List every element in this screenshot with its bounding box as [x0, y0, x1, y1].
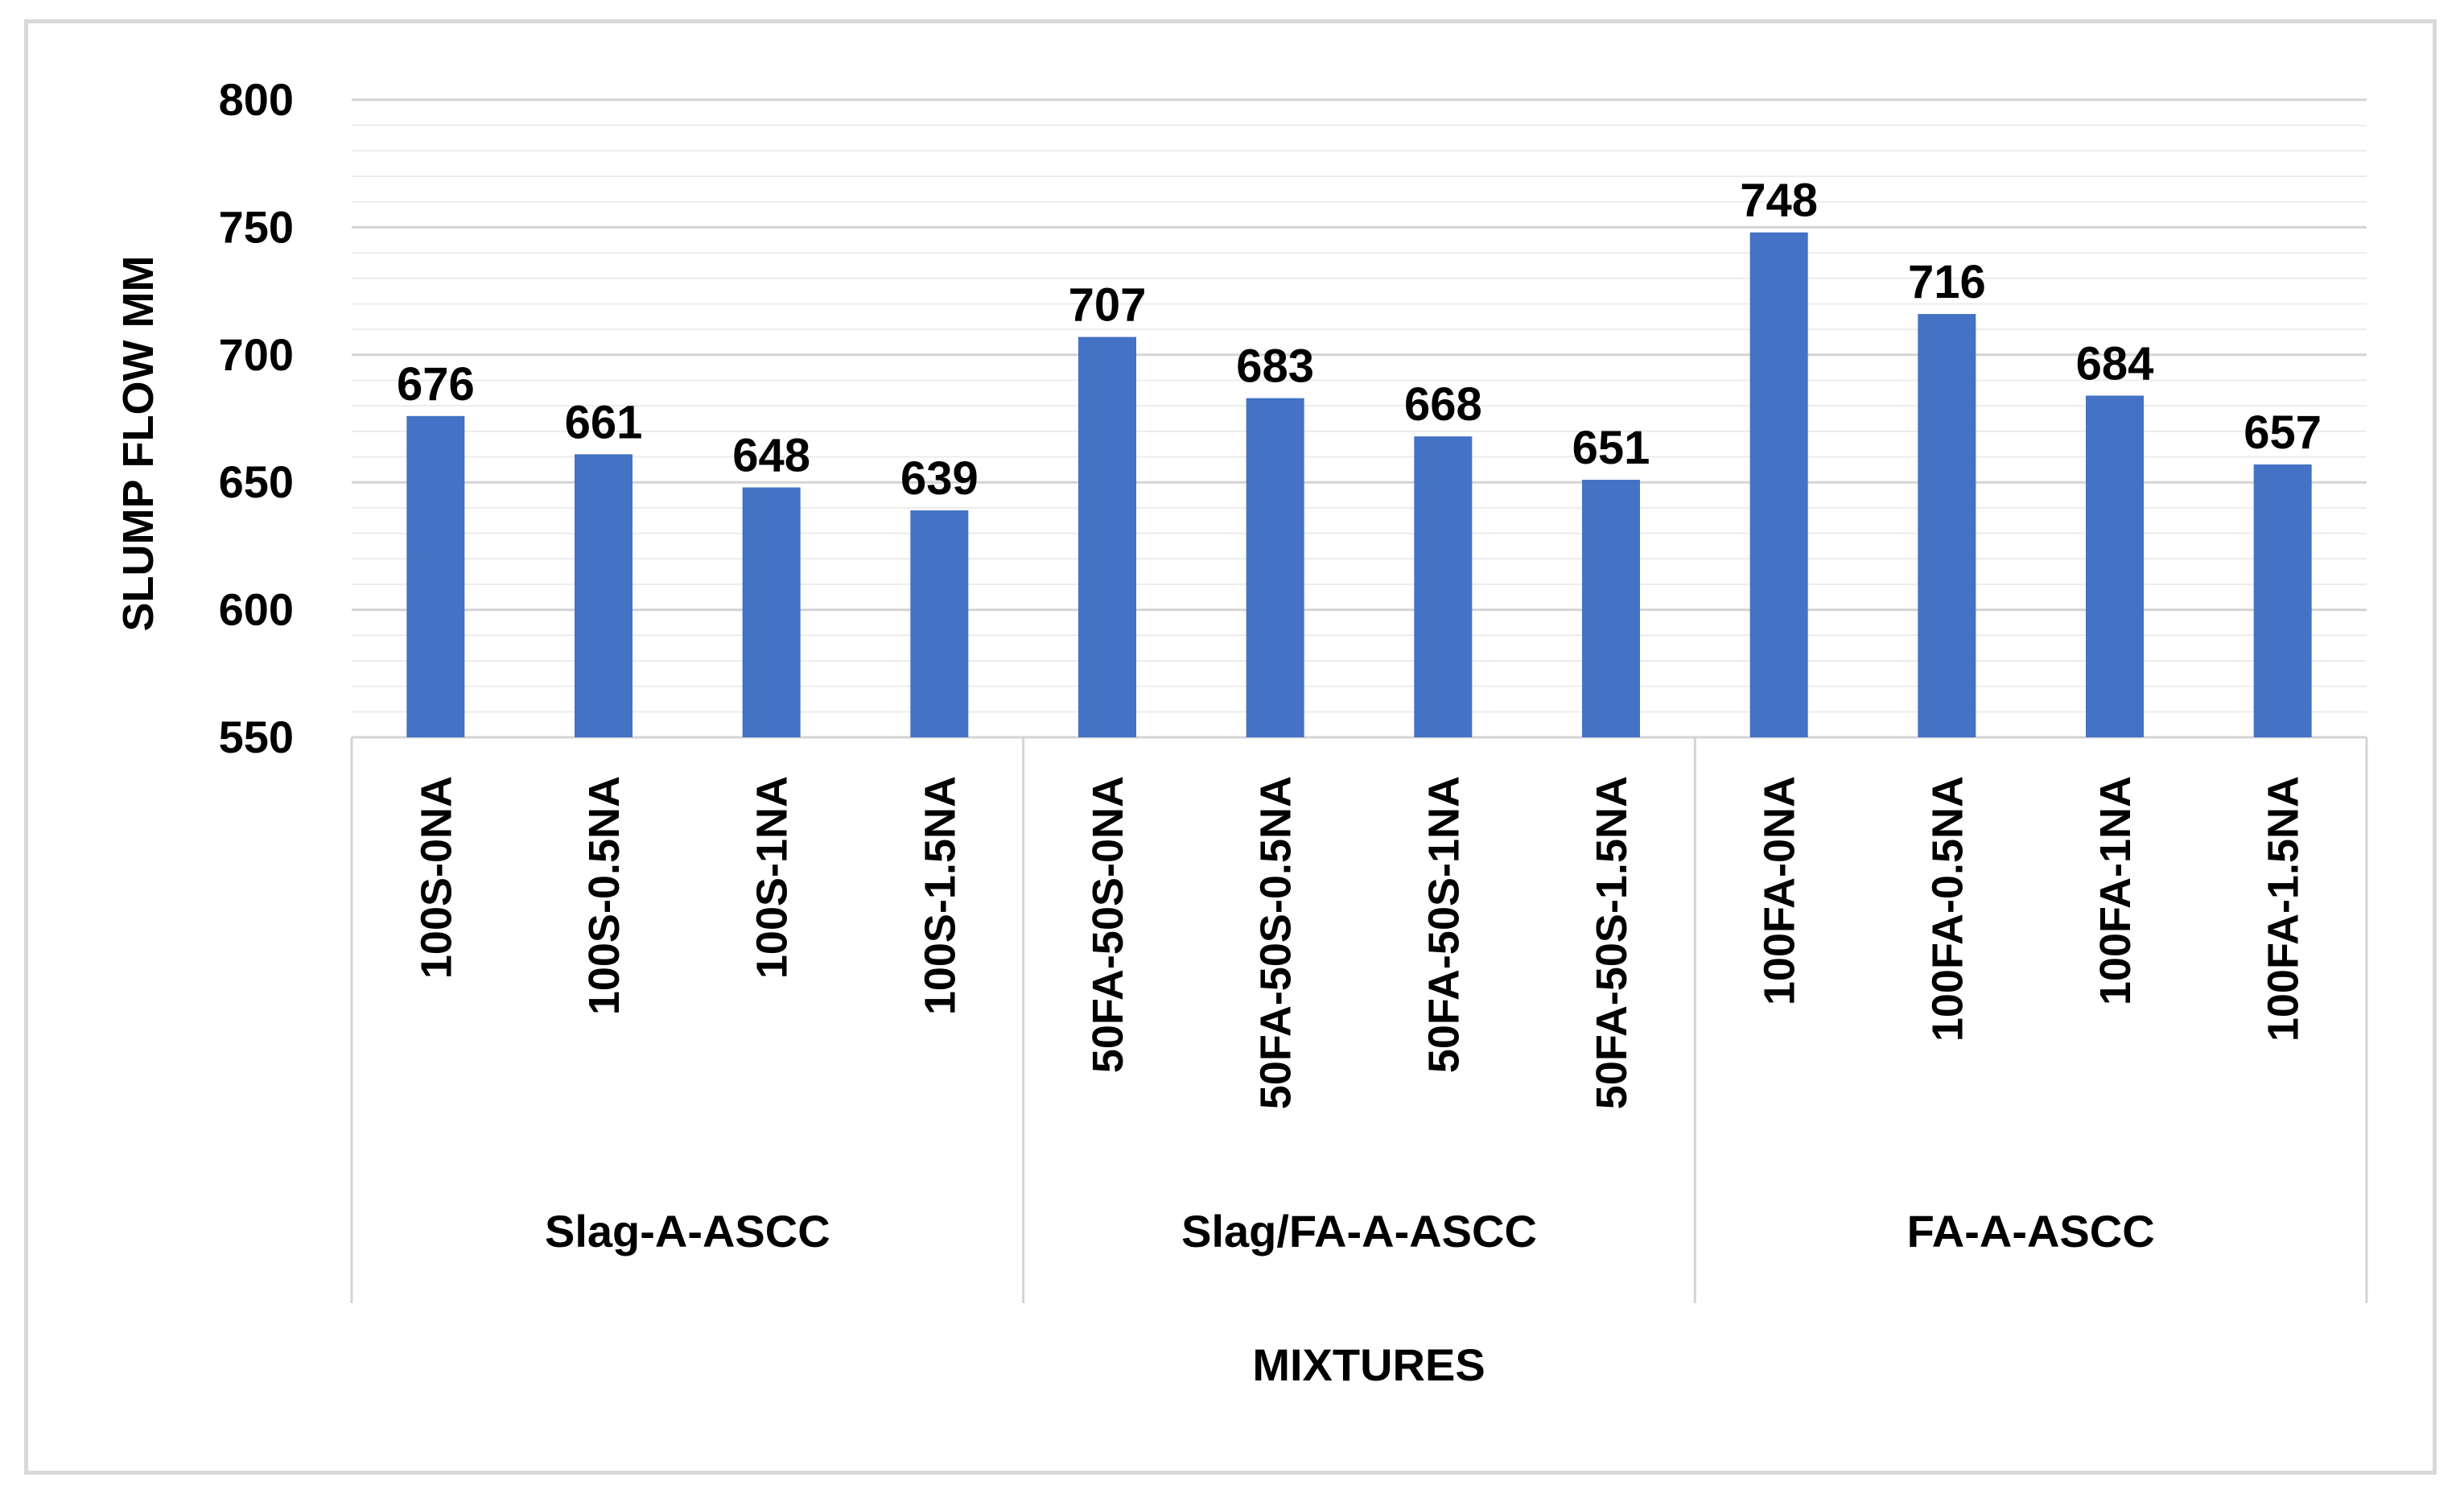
bar: [1246, 398, 1304, 737]
bar: [1414, 436, 1472, 737]
bar: [743, 488, 801, 737]
gridlines: [352, 100, 2367, 737]
x-category-label: 100S-0.5NA: [580, 776, 628, 1015]
y-tick-label: 600: [219, 584, 294, 635]
x-category-label: 50FA-50S-0.5NA: [1252, 776, 1300, 1109]
bar: [1918, 314, 1976, 737]
x-category-label: 100FA-1.5NA: [2260, 776, 2308, 1042]
data-label: 657: [2244, 406, 2322, 459]
x-category-label: 50FA-50S-1.5NA: [1588, 776, 1636, 1109]
bar: [575, 454, 632, 737]
bar: [1582, 480, 1640, 737]
y-tick-label: 700: [219, 329, 294, 380]
data-label: 668: [1404, 378, 1482, 431]
data-label: 648: [732, 430, 810, 482]
y-tick-label: 800: [219, 74, 294, 125]
x-category-label: 50FA-50S-0NA: [1084, 776, 1132, 1073]
bar: [910, 510, 968, 737]
y-axis-tick-labels: 550 600 650 700 750 800: [219, 74, 294, 762]
x-category-label: 100S-0NA: [412, 776, 460, 979]
x-axis-category-labels: 100S-0NA 100S-0.5NA 100S-1NA 100S-1.5NA 50FA…: [412, 776, 2307, 1109]
y-tick-label: 750: [219, 201, 294, 252]
data-label: 676: [397, 358, 475, 411]
x-axis-title: MIXTURES: [1252, 1339, 1485, 1390]
data-label: 651: [1572, 422, 1650, 474]
x-group-label: Slag-A-ASCC: [545, 1206, 830, 1256]
x-category-label: 100FA-0NA: [1756, 776, 1804, 1005]
data-label: 661: [565, 396, 643, 448]
data-label: 684: [2076, 337, 2154, 390]
bar: [2086, 395, 2144, 737]
data-label: 748: [1740, 175, 1818, 227]
bar: [406, 416, 464, 737]
data-label: 639: [900, 452, 979, 505]
chart-frame: 676 661 648 639 707 683 668 651 748 716 684 657 550…: [24, 19, 2437, 1475]
bar: [2254, 464, 2312, 737]
x-category-label: 50FA-50S-1NA: [1419, 776, 1468, 1073]
y-axis-title: SLUMP FLOW MM: [114, 256, 163, 632]
x-category-label: 100S-1NA: [748, 776, 797, 979]
y-tick-label: 650: [219, 456, 294, 507]
x-category-label: 100S-1.5NA: [916, 776, 964, 1015]
x-category-label: 100FA-1NA: [2091, 776, 2140, 1005]
x-axis-group-labels: Slag-A-ASCC Slag/FA-A-ASCC FA-A-ASCC: [352, 737, 2367, 1303]
data-label: 683: [1236, 340, 1314, 393]
data-label: 707: [1069, 279, 1147, 332]
data-labels: 676 661 648 639 707 683 668 651 748 716 684 657: [397, 175, 2322, 505]
x-group-label: FA-A-ASCC: [1907, 1206, 2155, 1256]
x-category-label: 100FA-0.5NA: [1923, 776, 1972, 1042]
slump-flow-bar-chart: 676 661 648 639 707 683 668 651 748 716 684 657 550…: [28, 23, 2433, 1471]
x-group-label: Slag/FA-A-ASCC: [1181, 1206, 1537, 1256]
bar: [1750, 233, 1808, 737]
bar: [1078, 337, 1136, 737]
data-label: 716: [1908, 256, 1986, 308]
y-tick-label: 550: [219, 712, 294, 762]
